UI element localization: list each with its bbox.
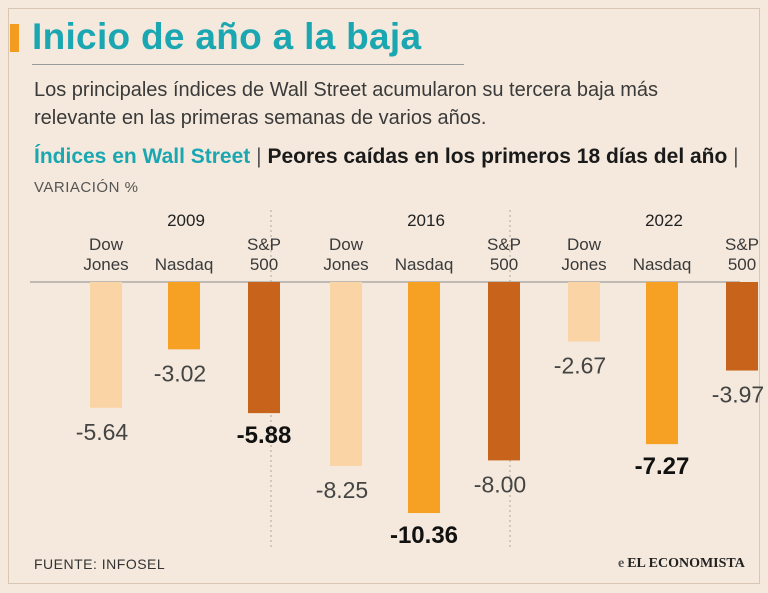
- chart-heading-block: Índices en Wall Street | Peores caídas e…: [34, 142, 754, 202]
- series-label-2022-3: 500: [728, 255, 756, 274]
- chart-subheading: Peores caídas en los primeros 18 días de…: [267, 145, 728, 168]
- bar-2022-2: [646, 282, 678, 445]
- bar-2022-3: [726, 282, 758, 371]
- series-label-2022-1: Jones: [561, 255, 606, 274]
- data-label-2022-3: -3.97: [712, 382, 764, 408]
- series-label-2022-2: Nasdaq: [633, 255, 692, 274]
- bar-2016-2: [408, 282, 440, 514]
- data-label-2016-1: -8.25: [316, 477, 368, 503]
- series-label-2022-3: S&P: [725, 235, 759, 254]
- bar-2016-3: [488, 282, 520, 461]
- series-label-2009-2: Nasdaq: [155, 255, 214, 274]
- publisher-logo: e EL ECONOMISTA: [618, 556, 745, 572]
- heading-separator: |: [256, 145, 262, 168]
- unit-separator: |: [733, 145, 739, 168]
- series-label-2009-3: S&P: [247, 235, 281, 254]
- frame-border: [8, 8, 760, 584]
- bar-2009-3: [248, 282, 280, 414]
- series-label-2022-1: Dow: [567, 235, 602, 254]
- series-label-2016-3: 500: [490, 255, 518, 274]
- data-label-2009-2: -3.02: [154, 360, 206, 386]
- group-label-2009: 2009: [167, 211, 205, 230]
- data-label-2022-2: -7.27: [635, 453, 690, 480]
- subtitle: Los principales índices de Wall Street a…: [34, 79, 659, 129]
- series-label-2016-2: Nasdaq: [395, 255, 454, 274]
- series-label-2016-3: S&P: [487, 235, 521, 254]
- chart-heading: Índices en Wall Street: [34, 145, 251, 168]
- data-label-2009-3: -5.88: [237, 422, 292, 449]
- series-label-2009-1: Jones: [83, 255, 128, 274]
- title-accent-bar: [10, 24, 19, 52]
- series-label-2009-3: 500: [250, 255, 278, 274]
- bar-2009-2: [168, 282, 200, 350]
- data-label-2016-2: -10.36: [390, 522, 458, 549]
- source-note: FUENTE: INFOSEL: [34, 556, 166, 572]
- series-label-2009-1: Dow: [89, 235, 124, 254]
- group-label-2016: 2016: [407, 211, 445, 230]
- page-title: Inicio de año a la baja: [32, 16, 422, 57]
- bar-2016-1: [330, 282, 362, 466]
- bar-2022-1: [568, 282, 600, 342]
- bar-2009-1: [90, 282, 122, 408]
- data-label-2022-1: -2.67: [554, 353, 606, 379]
- data-label-2009-1: -5.64: [76, 419, 129, 445]
- series-label-2016-1: Jones: [323, 255, 368, 274]
- logo-text: EL ECONOMISTA: [627, 556, 745, 571]
- logo-mark: e: [618, 556, 625, 571]
- title-underline: [32, 64, 464, 65]
- unit-label: VARIACIÓN %: [34, 179, 139, 196]
- data-label-2016-3: -8.00: [474, 471, 526, 497]
- series-label-2016-1: Dow: [329, 235, 364, 254]
- group-label-2022: 2022: [645, 211, 683, 230]
